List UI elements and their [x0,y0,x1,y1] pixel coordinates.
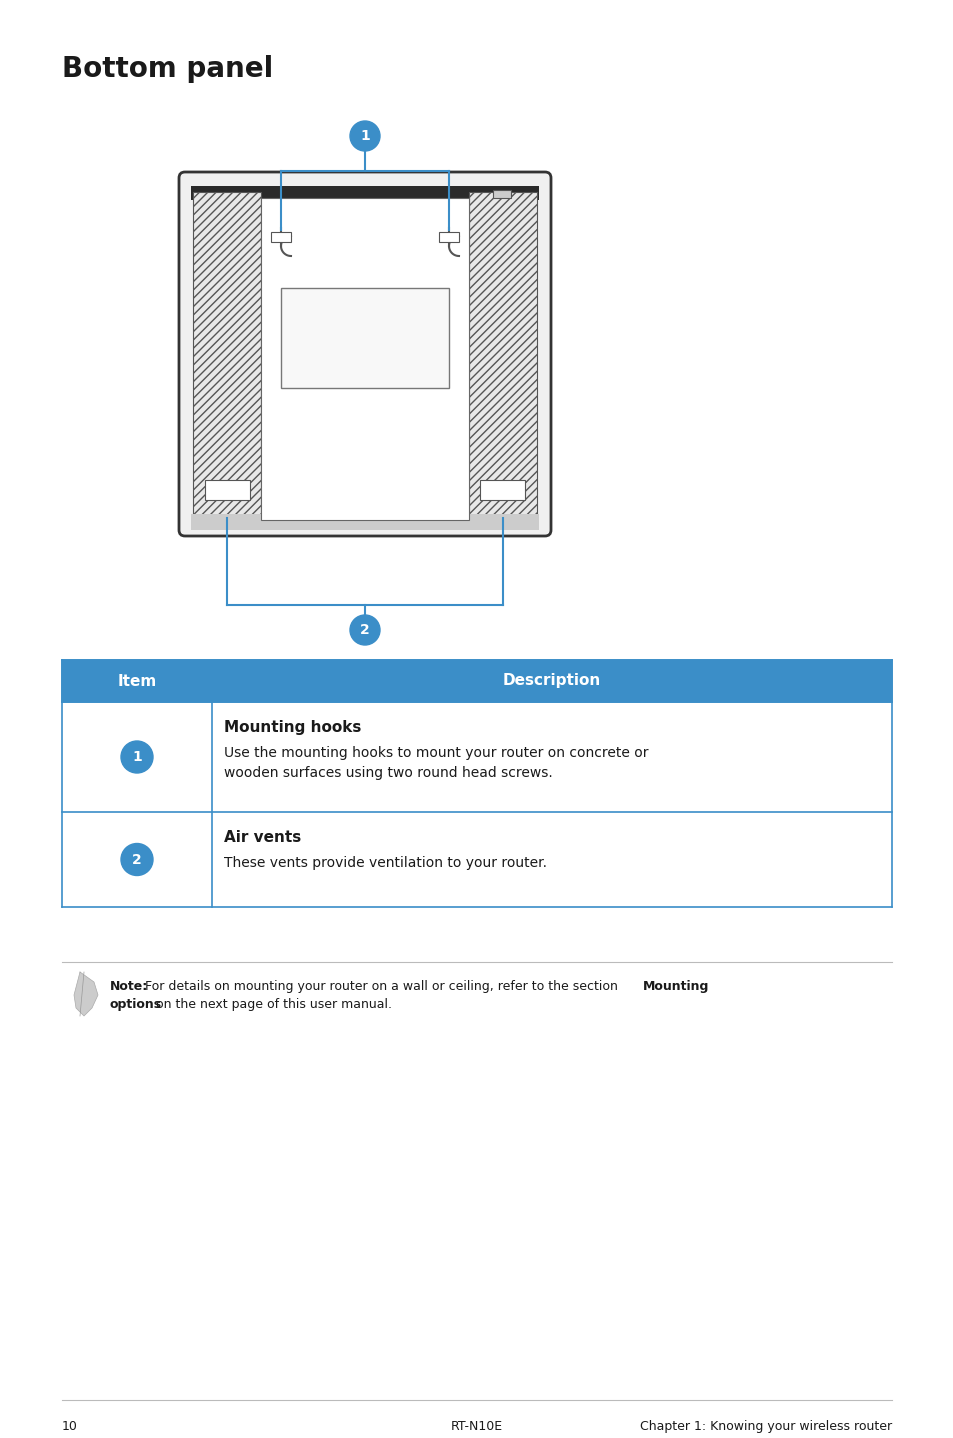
Text: Use the mounting hooks to mount your router on concrete or: Use the mounting hooks to mount your rou… [224,746,648,761]
Bar [191,186,538,200]
Bar [438,232,458,242]
Bar [469,193,537,522]
Text: Item: Item [117,673,156,689]
Text: 1: 1 [132,751,142,764]
Bar [281,288,449,388]
Bar [191,513,538,531]
Text: Chapter 1: Knowing your wireless router: Chapter 1: Knowing your wireless router [639,1419,891,1434]
Text: Mounting hooks: Mounting hooks [224,720,361,735]
Bar [271,232,291,242]
FancyBboxPatch shape [179,173,551,536]
Circle shape [350,121,379,151]
Text: options: options [110,998,162,1011]
Bar [261,198,469,521]
Text: 2: 2 [132,853,142,867]
Bar [62,702,891,812]
Text: on the next page of this user manual.: on the next page of this user manual. [152,998,392,1011]
Polygon shape [74,972,98,1017]
Text: Description: Description [502,673,600,689]
Text: These vents provide ventilation to your router.: These vents provide ventilation to your … [224,856,546,870]
Text: For details on mounting your router on a wall or ceiling, refer to the section: For details on mounting your router on a… [145,981,621,994]
Text: Mounting: Mounting [642,981,709,994]
Text: Air vents: Air vents [224,830,301,846]
Circle shape [350,615,379,646]
Text: 10: 10 [62,1419,78,1434]
Bar [62,812,891,907]
Text: Bottom panel: Bottom panel [62,55,273,83]
Circle shape [121,741,152,774]
Bar [205,480,250,500]
Bar [479,480,524,500]
Bar [62,660,891,702]
Text: 2: 2 [359,623,370,637]
Text: 1: 1 [359,129,370,142]
Bar [493,190,511,198]
Text: wooden surfaces using two round head screws.: wooden surfaces using two round head scr… [224,766,552,779]
Circle shape [121,844,152,876]
Bar [193,193,261,522]
Text: Note:: Note: [110,981,148,994]
Text: RT-N10E: RT-N10E [451,1419,502,1434]
